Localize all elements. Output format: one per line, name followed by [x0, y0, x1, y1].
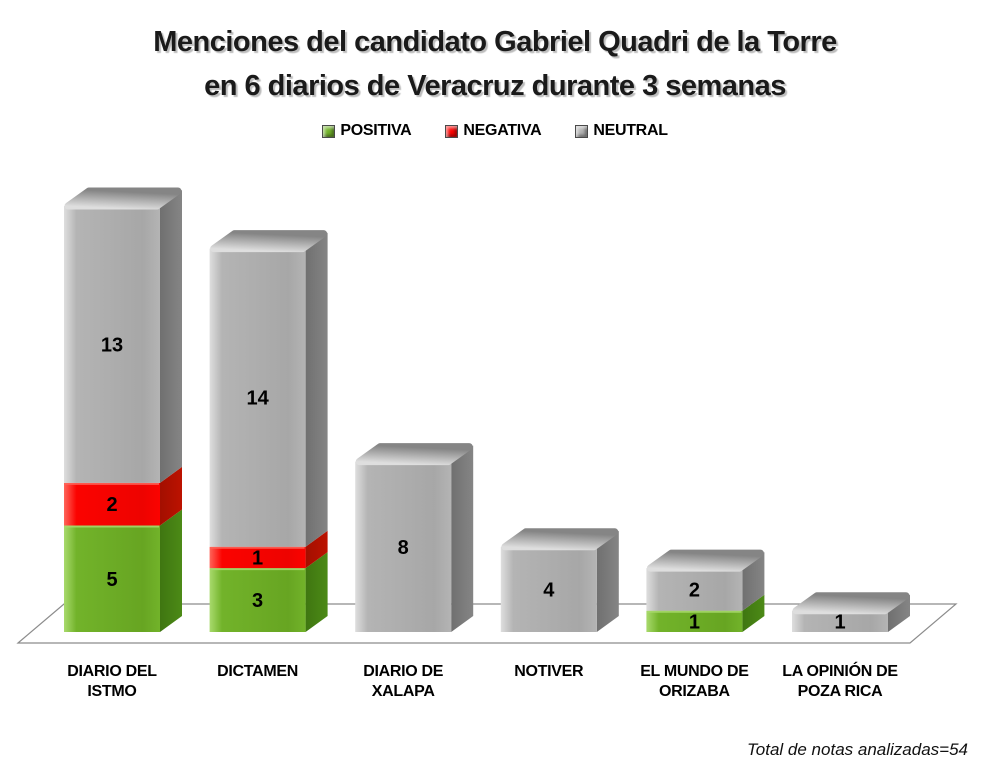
category-label-el-mundo-de-orizaba-line2: ORIZABA	[659, 683, 731, 700]
bar-segment-top-diario-de-xalapa-neutral	[355, 443, 473, 466]
bar-segment-side-dictamen-positiva	[305, 552, 328, 632]
bar-dictamen: 3 1 14 DICTAMEN	[209, 230, 328, 680]
value-label-notiver-neutral: 4	[543, 579, 555, 601]
legend-item-negativa: NEGATIVA	[445, 122, 542, 140]
bar-segment-top-notiver-neutral	[501, 528, 619, 551]
legend-swatch-neutral-icon	[575, 124, 589, 138]
bar-segment-front-el-mundo-de-orizaba-positiva	[646, 610, 743, 632]
chart-title-line2: en 6 diarios de Veracruz durante 3 seman…	[204, 70, 786, 102]
bar-diario-de-xalapa: 8 DIARIO DE XALAPA	[355, 443, 474, 700]
bar-segment-front-diario-del-istmo-positiva	[64, 525, 160, 632]
bar-segment-side-diario-de-xalapa-neutral	[451, 445, 474, 632]
legend-label-neutral: NEUTRAL	[593, 122, 668, 139]
value-label-dictamen-negativa: 1	[252, 547, 263, 569]
bar-segment-front-diario-de-xalapa-neutral	[355, 461, 452, 632]
bar-segment-side-diario-del-istmo-negativa	[160, 466, 182, 526]
bar-el-mundo-de-orizaba: 1 2 EL MUNDO DE ORIZABA	[640, 549, 765, 700]
bar-segment-top-el-mundo-de-orizaba-neutral	[646, 549, 764, 572]
bar-segment-side-dictamen-negativa	[305, 530, 328, 569]
bar-segment-front-dictamen-positiva	[209, 568, 306, 632]
total-note: Total de notas analizadas=54	[746, 740, 968, 759]
legend-item-positiva: POSITIVA	[322, 122, 412, 140]
chart-title: Menciones del candidato Gabriel Quadri d…	[0, 20, 990, 108]
category-label-el-mundo-de-orizaba-line1: EL MUNDO DE	[640, 663, 749, 680]
legend-label-negativa: NEGATIVA	[463, 122, 542, 139]
value-label-la-opinion-de-poza-rica-neutral: 1	[834, 611, 845, 633]
bar-segment-top-diario-del-istmo-neutral	[64, 187, 182, 210]
category-label-diario-del-istmo-line1: DIARIO DEL	[67, 663, 157, 680]
category-label-diario-de-xalapa-line1: DIARIO DE	[363, 663, 444, 680]
bar-segment-side-el-mundo-de-orizaba-positiva	[742, 594, 765, 632]
bar-segment-side-dictamen-neutral	[305, 232, 328, 547]
chart-title-line1: Menciones del candidato Gabriel Quadri d…	[153, 26, 837, 58]
bar-segment-side-diario-del-istmo-positiva	[160, 509, 182, 632]
bar-segment-side-la-opinion-de-poza-rica-neutral	[888, 594, 910, 632]
value-label-diario-del-istmo-positiva: 5	[106, 569, 117, 591]
category-label-diario-de-xalapa-line2: XALAPA	[372, 683, 436, 700]
value-label-dictamen-neutral: 14	[246, 388, 269, 410]
bar-segment-front-dictamen-neutral	[209, 248, 306, 547]
bar-segment-side-notiver-neutral	[596, 530, 619, 632]
legend-label-positiva: POSITIVA	[340, 122, 412, 139]
category-label-la-opinion-de-poza-rica-line2: POZA RICA	[798, 683, 883, 700]
legend: POSITIVA NEGATIVA NEUTRAL	[0, 122, 990, 140]
value-label-el-mundo-de-orizaba-neutral: 2	[689, 579, 700, 601]
bar-segment-top-dictamen-neutral	[210, 230, 328, 253]
bar-segment-front-dictamen-negativa	[209, 546, 306, 569]
bar-segment-front-el-mundo-de-orizaba-neutral	[646, 568, 743, 611]
value-label-el-mundo-de-orizaba-positiva: 1	[689, 611, 700, 633]
legend-item-neutral: NEUTRAL	[575, 122, 668, 140]
bar-segment-side-diario-del-istmo-neutral	[160, 190, 182, 483]
category-label-diario-del-istmo-line2: ISTMO	[87, 683, 136, 700]
bar-segment-front-diario-del-istmo-negativa	[64, 482, 160, 526]
bar-segment-front-diario-del-istmo-neutral	[64, 206, 160, 483]
category-label-la-opinion-de-poza-rica-line1: LA OPINIÓN DE	[782, 661, 898, 680]
bar-la-opinion-de-poza-rica: 1 LA OPINIÓN DE POZA RICA	[782, 592, 910, 700]
value-label-diario-de-xalapa-neutral: 8	[398, 537, 409, 559]
category-label-notiver-line1: NOTIVER	[514, 663, 584, 680]
value-label-diario-del-istmo-negativa: 2	[106, 494, 117, 516]
bar-segment-side-el-mundo-de-orizaba-neutral	[742, 552, 765, 611]
legend-swatch-negativa-icon	[445, 124, 459, 138]
category-label-dictamen-line1: DICTAMEN	[217, 663, 298, 680]
value-label-dictamen-positiva: 3	[252, 590, 263, 612]
legend-swatch-positiva-icon	[322, 124, 336, 138]
bar-segment-front-la-opinion-de-poza-rica-neutral	[792, 610, 888, 632]
value-label-diario-del-istmo-neutral: 13	[101, 334, 123, 356]
bar-segment-front-notiver-neutral	[500, 546, 597, 632]
bar-segment-top-la-opinion-de-poza-rica-neutral	[792, 592, 910, 615]
bar-notiver: 4 NOTIVER	[500, 528, 619, 680]
bar-diario-del-istmo: 5 2 13 DIARIO DEL ISTMO	[64, 187, 182, 700]
